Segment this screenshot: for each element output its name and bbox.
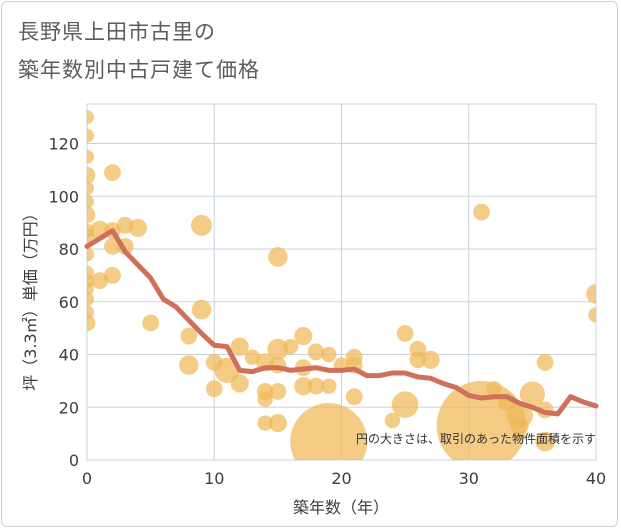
bubble-point	[321, 346, 337, 363]
bubble-point	[142, 314, 160, 332]
bubble-point	[257, 415, 273, 431]
bubble-point	[87, 194, 94, 209]
bubble-point	[267, 338, 289, 360]
bubble-layer	[87, 110, 596, 460]
bubble-point	[179, 355, 199, 375]
bubble-point	[268, 413, 287, 433]
y-tick-label: 60	[59, 293, 79, 312]
bubble-point	[473, 203, 490, 221]
chart-title-line2: 築年数別中古戸建て価格	[18, 58, 260, 82]
bubble-point	[384, 412, 401, 429]
bubble-point	[230, 337, 249, 356]
bubble-point	[268, 247, 288, 267]
bubble-point	[486, 381, 502, 397]
bubble-point	[345, 388, 363, 406]
bubble-point	[87, 281, 94, 296]
y-tick-label: 80	[59, 240, 79, 259]
x-axis-label: 築年数（年）	[293, 498, 389, 517]
bubble-point	[104, 164, 121, 181]
bubble-size-note: 円の大きさは、取引のあった物件面積を示す	[356, 431, 596, 446]
bubble-point	[519, 381, 545, 407]
bubble-point	[128, 218, 147, 238]
bubble-point	[87, 110, 94, 125]
bubble-point	[586, 284, 596, 304]
bubble-point	[87, 247, 94, 262]
bubble-point	[87, 181, 94, 196]
bubble-point	[257, 391, 273, 408]
bubble-point	[87, 128, 94, 143]
y-tick-label: 100	[48, 187, 79, 206]
bubble-point	[536, 354, 554, 371]
x-tick-label: 0	[82, 469, 92, 488]
bubble-point	[510, 416, 529, 435]
bubble-point	[180, 327, 198, 345]
bubble-point	[588, 307, 596, 323]
bubble-point	[391, 391, 419, 418]
bubble-point	[87, 292, 94, 307]
bubble-point	[421, 350, 440, 369]
y-tick-label: 40	[59, 346, 79, 365]
x-tick-label: 40	[586, 469, 606, 488]
bubble-point	[282, 338, 299, 355]
y-tick-label: 120	[48, 135, 79, 154]
bubble-point	[294, 326, 313, 346]
x-tick-label: 10	[204, 469, 224, 488]
bubble-point	[191, 214, 213, 236]
bubble-point	[87, 149, 94, 164]
bubble-point	[396, 325, 414, 342]
chart-title-line1: 長野県上田市古里の	[18, 20, 216, 44]
average-price-line	[84, 228, 599, 417]
y-tick-label: 0	[69, 451, 79, 470]
bubble-point	[87, 314, 96, 332]
bubble-point	[321, 378, 337, 394]
bubble-point	[104, 267, 121, 284]
x-tick-label: 20	[331, 469, 351, 488]
bubble-point	[87, 206, 96, 224]
bubble-point	[535, 431, 555, 452]
bubble-point	[191, 299, 212, 320]
axes-layer: 0 10 20 30 40 0 20 40 60 80 100 120	[48, 135, 606, 488]
bubble-point	[91, 272, 109, 290]
bubble-point	[290, 403, 368, 460]
bubble-point	[307, 377, 325, 395]
bubble-point	[307, 343, 325, 361]
bubble-point	[87, 166, 96, 184]
bubble-point	[214, 357, 240, 383]
bubble-point	[294, 377, 313, 396]
bubble-point	[409, 351, 427, 369]
trend-line-layer	[84, 228, 599, 417]
bubble-point	[269, 383, 287, 400]
y-tick-label: 20	[59, 398, 79, 417]
bubble-point	[205, 380, 223, 398]
x-tick-label: 30	[459, 469, 479, 488]
y-axis-label: 坪（3.3㎡）単価（万円）	[21, 205, 40, 390]
bubble-point	[230, 374, 249, 393]
